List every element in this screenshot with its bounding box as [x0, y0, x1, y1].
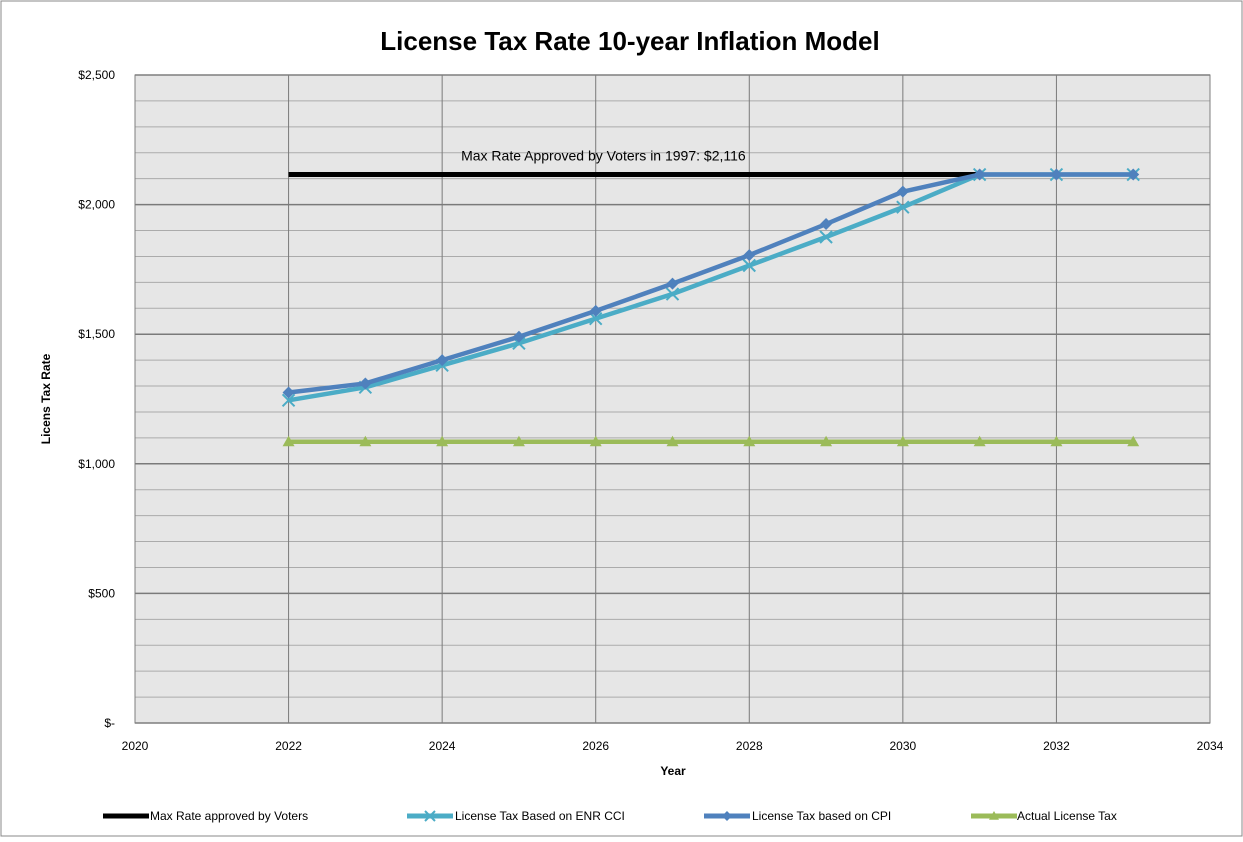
y-tick-label: $2,500	[78, 68, 115, 82]
marker-diamond	[436, 354, 449, 367]
marker-diamond	[820, 218, 833, 231]
series-line	[288, 172, 1134, 395]
marker-x	[896, 200, 910, 214]
marker-triangle	[282, 435, 295, 447]
marker-diamond	[1127, 168, 1140, 181]
x-tick-label: 2028	[736, 739, 763, 753]
minor-gridlines	[135, 100, 1210, 698]
x-axis-label: Year	[660, 764, 686, 778]
x-tick-label: 2032	[1043, 739, 1070, 753]
marker-triangle	[1127, 435, 1140, 447]
legend-label: Actual License Tax	[1017, 809, 1117, 823]
marker-diamond	[973, 168, 986, 181]
marker-diamond	[666, 277, 679, 290]
marker-diamond	[896, 185, 909, 198]
x-tick-label: 2030	[890, 739, 917, 753]
plot-area	[135, 75, 1210, 723]
marker-x	[742, 258, 756, 273]
max-rate-annotation: Max Rate Approved by Voters in 1997: $2,…	[461, 148, 746, 164]
marker-x	[281, 393, 296, 408]
x-tick-label: 2020	[122, 739, 149, 753]
marker-triangle	[820, 435, 833, 447]
x-axis-tick-labels: 2020 2022 2024 2026 2028 2030 2032 2034	[122, 739, 1224, 753]
legend-label: Max Rate approved by Voters	[150, 809, 308, 823]
marker-triangle	[896, 435, 909, 447]
x-tick-label: 2024	[429, 739, 456, 753]
marker-x	[424, 810, 436, 822]
marker-diamond	[359, 377, 372, 390]
marker-diamond	[589, 304, 602, 317]
marker-diamond	[743, 249, 756, 262]
marker-diamond	[512, 330, 525, 343]
plot-area-border	[134, 74, 1211, 724]
y-tick-label: $1,000	[78, 457, 115, 471]
legend-label: License Tax based on CPI	[752, 809, 891, 823]
series-license-tax-based-on-cpi	[282, 168, 1140, 399]
legend-entry: License Tax based on CPI	[704, 809, 891, 823]
series-layer	[281, 167, 1140, 447]
x-tick-label: 2026	[582, 739, 609, 753]
marker-diamond	[282, 386, 295, 399]
marker-triangle	[973, 435, 986, 447]
legend-entry: License Tax Based on ENR CCI	[407, 809, 625, 823]
series-actual-license-tax	[282, 435, 1140, 447]
marker-x	[665, 287, 680, 301]
marker-triangle	[1050, 435, 1063, 447]
marker-x	[819, 230, 833, 244]
marker-diamond	[1050, 168, 1063, 181]
marker-diamond	[722, 811, 732, 821]
y-axis-tick-labels: $- $500 $1,000 $1,500 $2,000 $2,500	[78, 68, 115, 730]
marker-triangle	[666, 435, 679, 447]
marker-x	[589, 311, 603, 326]
marker-triangle	[436, 435, 449, 447]
y-axis-label: Licens Tax Rate	[39, 353, 53, 444]
marker-triangle	[512, 435, 525, 447]
marker-triangle	[359, 435, 372, 447]
marker-triangle	[989, 811, 999, 820]
legend-entry: Actual License Tax	[971, 809, 1117, 823]
marker-triangle	[743, 435, 756, 447]
chart-title: License Tax Rate 10-year Inflation Model	[380, 26, 879, 56]
legend-label: License Tax Based on ENR CCI	[455, 809, 625, 823]
marker-triangle	[589, 435, 602, 447]
x-tick-label: 2022	[275, 739, 302, 753]
y-tick-label: $-	[104, 716, 115, 730]
legend: Max Rate approved by Voters License Tax B…	[103, 809, 1117, 823]
legend-entry: Max Rate approved by Voters	[103, 809, 308, 823]
y-tick-label: $1,500	[78, 327, 115, 341]
y-tick-label: $500	[88, 586, 115, 600]
y-tick-label: $2,000	[78, 198, 115, 212]
x-tick-label: 2034	[1197, 739, 1224, 753]
